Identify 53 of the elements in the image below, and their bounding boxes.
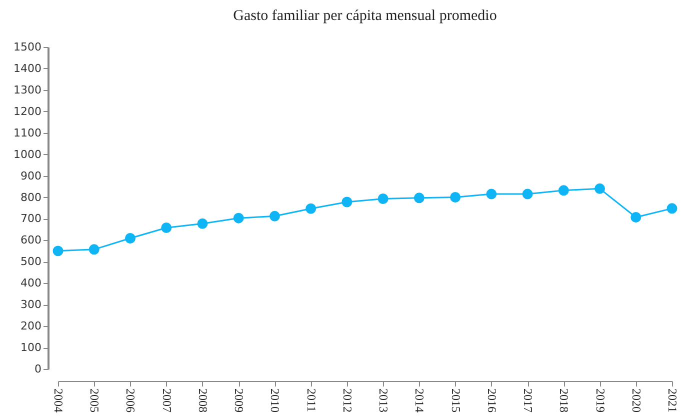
x-tick-label: 2016 [484,388,499,412]
y-tick-label: 400 [20,276,42,290]
x-tick-label: 2010 [268,388,282,412]
point [486,188,497,200]
y-tick-label: 1200 [14,104,42,118]
y-tick-label: 100 [20,341,42,354]
y-tick-label: 300 [20,298,42,312]
x-tick-label: 2019 [593,388,608,412]
x-tick-label: 2009 [232,388,246,412]
x-tick-label: 2014 [412,388,427,412]
x-tick-label: 2015 [448,388,463,412]
point [522,188,533,200]
x-tick-label: 2007 [160,388,174,412]
point [197,218,208,229]
chart-title: Gasto familiar per cápita mensual promedio [233,8,497,24]
point [558,185,569,196]
y-tick-label: 1000 [14,148,42,161]
x-tick-label: 2017 [521,388,536,412]
x-tick-label: 2008 [196,388,210,412]
y-tick-label: 1400 [14,62,42,75]
y-tick-label: 1300 [14,83,42,96]
y-tick-label: 500 [20,255,42,268]
point [269,210,280,222]
x-tick-label: 2005 [88,388,102,412]
y-tick-label: 1500 [14,40,42,54]
point [666,203,678,214]
point [306,203,316,214]
point [342,196,352,208]
y-tick-label: 800 [20,190,42,204]
point [594,183,606,194]
point [450,192,461,202]
x-tick-label: 2013 [376,388,391,412]
x-tick-label: 2006 [124,388,138,412]
y-tick-label: 200 [20,320,42,333]
x-tick-label: 2012 [340,388,354,412]
y-tick-label: 600 [20,234,42,247]
y-tick-label: 700 [20,212,42,226]
point [124,233,136,244]
x-tick-label: 2018 [557,388,572,412]
x-tick-label: 2020 [629,388,644,412]
x-tick-label: 2011 [304,388,318,412]
point [52,246,64,256]
y-tick-label: 900 [20,169,42,182]
point [233,212,244,224]
point [630,212,642,222]
y-tick-label: 0 [34,362,42,376]
x-tick-label: 2004 [52,388,66,412]
point [378,194,388,204]
point [161,222,172,233]
point [414,192,424,204]
y-tick-label: 1100 [14,126,42,140]
point [88,244,100,255]
x-tick-label: 2021 [666,388,680,412]
